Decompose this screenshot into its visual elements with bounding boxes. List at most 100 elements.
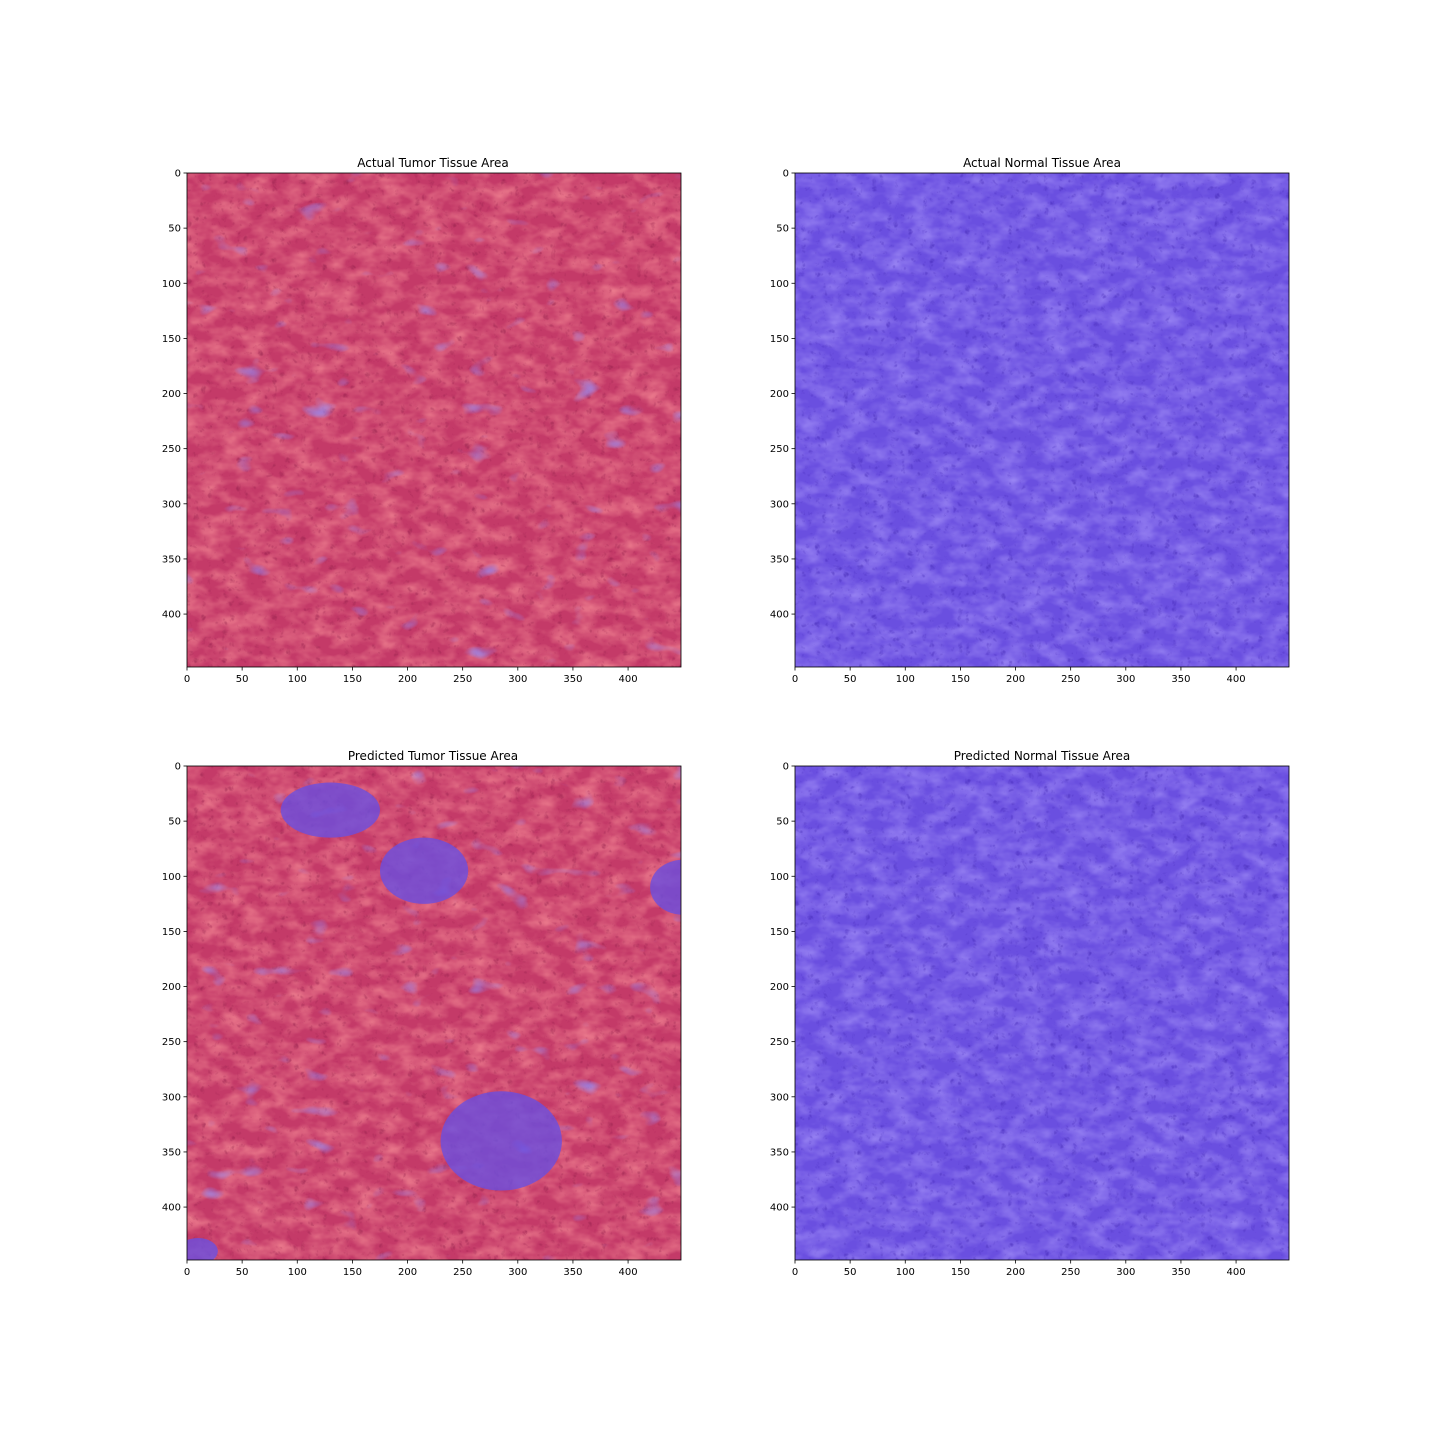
tissue-image	[187, 173, 681, 667]
x-tick-label: 0	[792, 674, 798, 685]
y-tick-label: 150	[770, 927, 789, 938]
panel-actual-tumor: Actual Tumor Tissue Area 0 50 100 150 200 250…	[162, 156, 682, 685]
x-axis-ticks: 0 50 100 150 200 250 300 350 400	[792, 667, 1246, 685]
y-axis-ticks: 0 50 100 150 200 250 300 350 400	[162, 762, 187, 1214]
x-tick-label: 400	[619, 674, 638, 685]
predicted-normal-patch	[440, 1091, 562, 1191]
y-tick-label: 200	[770, 389, 789, 400]
x-tick-label: 400	[619, 1267, 638, 1278]
y-tick-label: 300	[770, 499, 789, 510]
axes-frame	[794, 765, 1290, 1261]
tissue-gaps	[795, 173, 1289, 667]
x-tick-label: 300	[508, 1267, 527, 1278]
panel-title: Actual Tumor Tissue Area	[357, 156, 509, 170]
x-tick-label: 50	[844, 1267, 857, 1278]
y-axis-ticks: 0 50 100 150 200 250 300 350 400	[770, 762, 795, 1214]
x-tick-label: 400	[1227, 1267, 1246, 1278]
y-tick-label: 400	[770, 610, 789, 621]
y-tick-label: 300	[162, 1092, 181, 1103]
y-tick-label: 200	[162, 982, 181, 993]
y-tick-label: 0	[783, 762, 789, 773]
y-tick-label: 250	[770, 444, 789, 455]
y-tick-label: 350	[162, 1147, 181, 1158]
x-tick-label: 200	[1006, 674, 1025, 685]
y-tick-label: 150	[162, 334, 181, 345]
axes-frame	[794, 172, 1290, 668]
x-tick-label: 200	[398, 674, 417, 685]
x-tick-label: 150	[343, 674, 362, 685]
predicted-normal-patch	[280, 782, 380, 838]
x-tick-label: 350	[563, 674, 582, 685]
y-axis-ticks: 0 50 100 150 200 250 300 350 400	[162, 169, 187, 621]
x-tick-label: 300	[508, 674, 527, 685]
y-tick-label: 150	[162, 927, 181, 938]
y-tick-label: 300	[770, 1092, 789, 1103]
y-tick-label: 250	[162, 444, 181, 455]
x-tick-label: 250	[453, 1267, 472, 1278]
y-tick-label: 0	[175, 169, 181, 180]
y-tick-label: 400	[162, 1203, 181, 1214]
y-tick-label: 250	[162, 1037, 181, 1048]
y-tick-label: 400	[162, 610, 181, 621]
x-tick-label: 350	[563, 1267, 582, 1278]
x-tick-label: 300	[1116, 1267, 1135, 1278]
x-tick-label: 200	[398, 1267, 417, 1278]
x-tick-label: 50	[236, 674, 249, 685]
tissue-image	[795, 173, 1289, 667]
y-tick-label: 0	[175, 762, 181, 773]
axes-frame	[186, 765, 682, 1261]
tissue-gaps	[795, 766, 1289, 1260]
x-tick-label: 0	[184, 1267, 190, 1278]
x-tick-label: 0	[184, 674, 190, 685]
x-tick-label: 100	[896, 1267, 915, 1278]
panel-predicted-tumor: Predicted Tumor Tissue Area 0 50 100 150 200…	[162, 749, 682, 1278]
y-tick-label: 250	[770, 1037, 789, 1048]
y-tick-label: 350	[770, 1147, 789, 1158]
y-tick-label: 50	[168, 817, 181, 828]
y-tick-label: 350	[770, 554, 789, 565]
y-tick-label: 400	[770, 1203, 789, 1214]
y-tick-label: 200	[162, 389, 181, 400]
predicted-normal-patch	[650, 859, 681, 915]
y-tick-label: 100	[770, 279, 789, 290]
x-axis-ticks: 0 50 100 150 200 250 300 350 400	[792, 1260, 1246, 1278]
x-tick-label: 50	[844, 674, 857, 685]
y-tick-label: 100	[162, 872, 181, 883]
tissue-image	[187, 766, 681, 1260]
x-tick-label: 250	[1061, 674, 1080, 685]
y-axis-ticks: 0 50 100 150 200 250 300 350 400	[770, 169, 795, 621]
y-tick-label: 50	[168, 224, 181, 235]
panel-title: Predicted Tumor Tissue Area	[348, 749, 518, 763]
x-tick-label: 150	[951, 1267, 970, 1278]
panel-actual-normal: Actual Normal Tissue Area 0 50 100 150 200 25…	[770, 156, 1290, 685]
panel-predicted-normal: Predicted Normal Tissue Area 0 50 100 150 20…	[770, 749, 1290, 1278]
y-tick-label: 300	[162, 499, 181, 510]
x-tick-label: 250	[453, 674, 472, 685]
x-tick-label: 400	[1227, 674, 1246, 685]
predicted-normal-patch	[187, 1237, 218, 1260]
x-tick-label: 300	[1116, 674, 1135, 685]
tissue-gaps	[187, 173, 681, 667]
x-axis-ticks: 0 50 100 150 200 250 300 350 400	[184, 667, 638, 685]
axes-frame	[186, 172, 682, 668]
x-tick-label: 100	[896, 674, 915, 685]
x-tick-label: 150	[343, 1267, 362, 1278]
x-tick-label: 250	[1061, 1267, 1080, 1278]
panel-title: Actual Normal Tissue Area	[963, 156, 1121, 170]
y-tick-label: 100	[162, 279, 181, 290]
y-tick-label: 200	[770, 982, 789, 993]
y-tick-label: 150	[770, 334, 789, 345]
x-tick-label: 200	[1006, 1267, 1025, 1278]
x-tick-label: 0	[792, 1267, 798, 1278]
y-tick-label: 50	[776, 224, 789, 235]
x-tick-label: 350	[1171, 1267, 1190, 1278]
x-tick-label: 50	[236, 1267, 249, 1278]
predicted-normal-patch	[379, 837, 469, 904]
x-tick-label: 150	[951, 674, 970, 685]
x-axis-ticks: 0 50 100 150 200 250 300 350 400	[184, 1260, 638, 1278]
y-tick-label: 0	[783, 169, 789, 180]
y-tick-label: 100	[770, 872, 789, 883]
y-tick-label: 50	[776, 817, 789, 828]
tissue-image	[795, 766, 1289, 1260]
